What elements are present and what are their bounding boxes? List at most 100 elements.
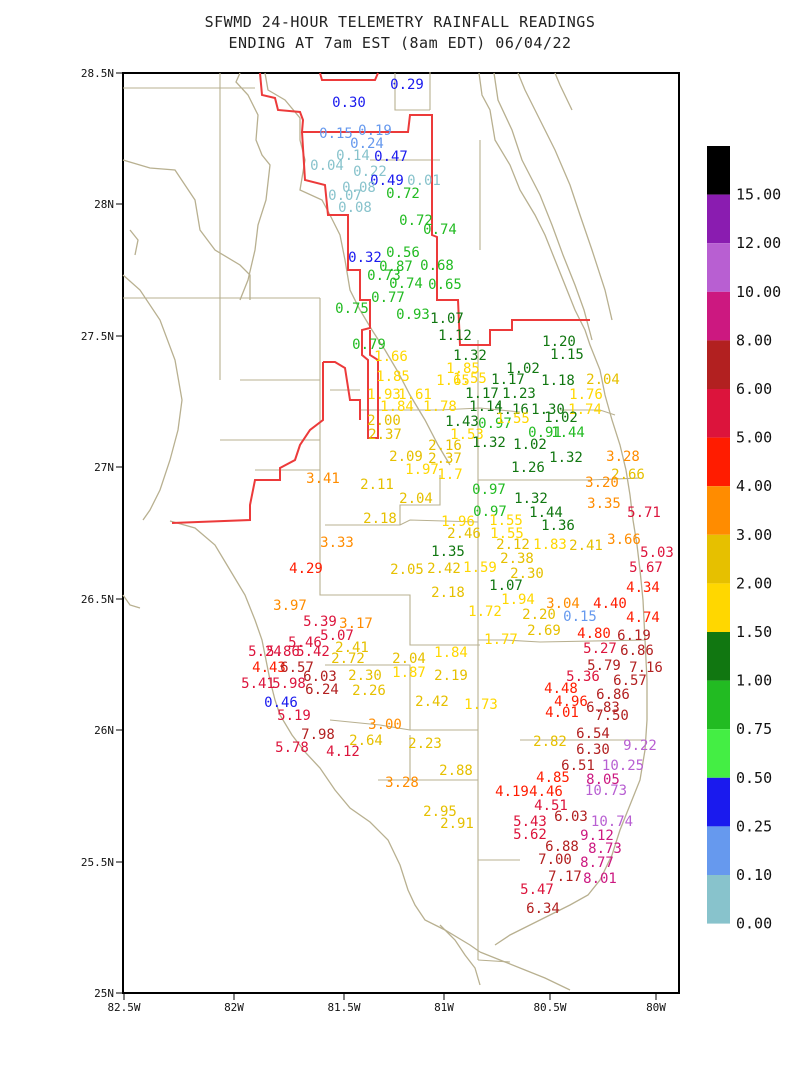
x-tick-label: 82W: [224, 1001, 244, 1014]
rainfall-reading: 2.46: [447, 526, 481, 542]
rainfall-reading: 0.32: [348, 250, 382, 266]
legend-swatch: [707, 826, 730, 875]
rainfall-reading: 4.80: [577, 626, 611, 642]
rainfall-reading: 1.76: [569, 387, 603, 403]
rainfall-reading: 6.30: [576, 742, 610, 758]
rainfall-reading: 1.84: [380, 399, 414, 415]
rainfall-reading: 9.12: [580, 828, 614, 844]
x-tick-label: 80.5W: [533, 1001, 566, 1014]
legend-label: 3.00: [736, 526, 772, 544]
rainfall-reading: 8.05: [586, 772, 620, 788]
legend-label: 2.00: [736, 574, 772, 592]
rainfall-reading: 7.16: [629, 660, 663, 676]
rainfall-reading: 0.79: [352, 337, 386, 353]
rainfall-reading: 2.11: [360, 477, 394, 493]
rainfall-reading: 6.57: [613, 673, 647, 689]
rainfall-reading: 0.68: [420, 258, 454, 274]
rainfall-reading: 0.01: [407, 173, 441, 189]
rainfall-reading: 0.72: [386, 186, 420, 202]
rainfall-reading: 0.72: [399, 213, 433, 229]
rainfall-reading: 3.28: [606, 449, 640, 465]
rainfall-reading: 3.41: [306, 471, 340, 487]
y-tick-label: 28N: [94, 198, 114, 211]
rainfall-reading: 2.64: [349, 733, 383, 749]
rainfall-reading: 2.18: [431, 585, 465, 601]
y-tick-label: 27.5N: [81, 330, 114, 343]
rainfall-reading: 1.85: [446, 361, 480, 377]
rainfall-reading: 5.42: [296, 644, 330, 660]
rainfall-reading: 5.36: [566, 669, 600, 685]
rainfall-reading: 0.56: [386, 245, 420, 261]
rainfall-reading: 2.82: [533, 734, 567, 750]
rainfall-reading: 0.08: [342, 180, 376, 196]
rainfall-reading: 0.49: [370, 173, 404, 189]
rainfall-reading: 1.94: [501, 592, 535, 608]
rainfall-reading: 4.40: [593, 596, 627, 612]
rainfall-reading: 2.04: [586, 372, 620, 388]
rainfall-reading: 8.01: [583, 871, 617, 887]
rainfall-reading: 4.85: [536, 770, 570, 786]
rainfall-reading: 10.25: [602, 758, 644, 774]
rainfall-reading: 5.24: [248, 644, 282, 660]
rainfall-reading: 0.97: [473, 504, 507, 520]
legend-label: 6.00: [736, 380, 772, 398]
rainfall-reading: 6.24: [305, 682, 339, 698]
legend-swatch: [707, 875, 730, 924]
rainfall-reading: 6.03: [554, 809, 588, 825]
rainfall-reading: 5.03: [640, 545, 674, 561]
legend-swatch: [707, 632, 730, 681]
rainfall-reading: 3.04: [546, 596, 580, 612]
rainfall-reading: 1.26: [511, 460, 545, 476]
map-frame: [122, 72, 680, 994]
rainfall-reading: 6.34: [526, 901, 560, 917]
rainfall-reading: 1.18: [541, 373, 575, 389]
legend-swatch: [707, 583, 730, 632]
x-tick-label: 82.5W: [107, 1001, 140, 1014]
rainfall-reading: 0.93: [396, 307, 430, 323]
rainfall-reading: 6.88: [545, 839, 579, 855]
rainfall-reading: 1.32: [453, 348, 487, 364]
rainfall-reading: 0.29: [390, 77, 424, 93]
rainfall-reading: 5.39: [303, 614, 337, 630]
rainfall-reading: 5.62: [513, 827, 547, 843]
rainfall-reading: 7.98: [301, 727, 335, 743]
rainfall-reading: 4.19: [495, 784, 529, 800]
rainfall-reading: 2.88: [439, 763, 473, 779]
legend-label: 0.50: [736, 769, 772, 787]
legend-label: 12.00: [736, 234, 781, 252]
rainfall-reading: 0.87: [379, 259, 413, 275]
legend-label: 0.00: [736, 915, 772, 933]
rainfall-reading: 0.74: [389, 276, 423, 292]
y-tick-label: 26.5N: [81, 593, 114, 606]
rainfall-reading: 2.38: [500, 551, 534, 567]
rainfall-reading: 0.07: [328, 188, 362, 204]
y-tick-label: 28.5N: [81, 67, 114, 80]
y-axis: 28.5N 28N 27.5N 27N 26.5N 26N 25.5N 25N: [81, 67, 123, 1000]
rainfall-reading: 1.30: [531, 402, 565, 418]
rainfall-reading: 4.34: [626, 580, 660, 596]
rainfall-reading: 1.97: [405, 462, 439, 478]
rainfall-reading: 3.33: [320, 535, 354, 551]
rainfall-reading: 0.46: [264, 695, 298, 711]
rainfall-reading: 4.48: [544, 681, 578, 697]
rainfall-reading: 1.44: [551, 425, 585, 441]
legend-swatch: [707, 146, 730, 195]
legend-label: 8.00: [736, 331, 772, 349]
map-title: SFWMD 24-HOUR TELEMETRY RAINFALL READING…: [0, 12, 800, 54]
rainfall-reading: 1.16: [495, 402, 529, 418]
title-line-1: SFWMD 24-HOUR TELEMETRY RAINFALL READING…: [204, 13, 596, 31]
rainfall-reading: 2.04: [392, 651, 426, 667]
rainfall-reading: 2.23: [408, 736, 442, 752]
rainfall-reading: 1.55: [453, 371, 487, 387]
rainfall-reading: 1.53: [450, 427, 484, 443]
rainfall-reading: 7.50: [595, 708, 629, 724]
rainfall-reading: 0.65: [428, 277, 462, 293]
rainfall-reading: 1.55: [496, 411, 530, 427]
district-boundary: [171, 72, 590, 524]
rainfall-reading: 2.95: [423, 804, 457, 820]
rainfall-reading: 2.41: [569, 538, 603, 554]
legend-swatch: [707, 534, 730, 584]
legend-label: 15.00: [736, 186, 781, 204]
rainfall-reading: 1.12: [438, 328, 472, 344]
